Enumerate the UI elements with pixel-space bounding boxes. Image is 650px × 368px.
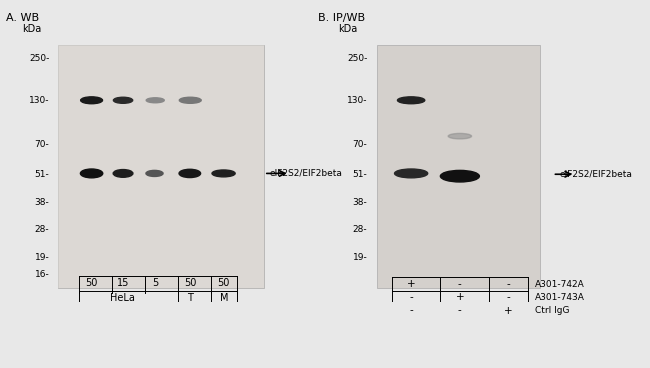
Text: -: - (458, 279, 462, 289)
Ellipse shape (397, 97, 425, 104)
Text: 28-: 28- (352, 226, 367, 234)
Text: 5: 5 (152, 278, 159, 288)
Bar (58, 45, 264, 288)
Text: -: - (458, 305, 462, 316)
Text: T: T (187, 293, 193, 304)
Text: 15: 15 (117, 278, 129, 288)
Text: A301-743A: A301-743A (534, 293, 584, 302)
Text: eIF2S2/EIF2beta: eIF2S2/EIF2beta (270, 169, 343, 178)
Text: 28-: 28- (35, 226, 49, 234)
Text: B. IP/WB: B. IP/WB (318, 13, 365, 23)
Ellipse shape (395, 169, 428, 178)
Text: kDa: kDa (338, 24, 358, 34)
Ellipse shape (146, 170, 163, 177)
Ellipse shape (113, 97, 133, 103)
Text: +: + (456, 292, 464, 302)
Text: 38-: 38- (352, 198, 367, 207)
Text: 130-: 130- (29, 96, 49, 105)
Ellipse shape (146, 98, 164, 103)
Text: Ctrl IgG: Ctrl IgG (534, 306, 569, 315)
Text: 50: 50 (218, 278, 230, 288)
Text: 38-: 38- (34, 198, 49, 207)
Ellipse shape (113, 170, 133, 177)
Ellipse shape (179, 169, 201, 178)
Text: 51-: 51- (34, 170, 49, 179)
Ellipse shape (81, 169, 103, 178)
Text: kDa: kDa (23, 24, 42, 34)
Text: 16-: 16- (34, 270, 49, 279)
Text: 70-: 70- (34, 140, 49, 149)
Text: +: + (407, 279, 415, 289)
Text: A301-742A: A301-742A (534, 280, 584, 289)
Ellipse shape (212, 170, 235, 177)
Bar (377, 45, 540, 288)
Text: -: - (410, 305, 413, 316)
Text: 19-: 19- (352, 253, 367, 262)
Text: HeLa: HeLa (110, 293, 135, 304)
Text: eIF2S2/EIF2beta: eIF2S2/EIF2beta (559, 170, 632, 179)
Text: 70-: 70- (352, 140, 367, 149)
Text: -: - (507, 292, 510, 302)
Text: 51-: 51- (352, 170, 367, 179)
Text: 250-: 250- (347, 54, 367, 63)
Text: 250-: 250- (29, 54, 49, 63)
Bar (58, 45, 264, 288)
Text: 50: 50 (85, 278, 98, 288)
Text: A. WB: A. WB (6, 13, 40, 23)
Ellipse shape (441, 170, 480, 182)
Ellipse shape (448, 134, 472, 139)
Text: 19-: 19- (34, 253, 49, 262)
Text: -: - (507, 279, 510, 289)
Ellipse shape (179, 97, 202, 103)
Text: M: M (220, 293, 228, 304)
Ellipse shape (81, 97, 103, 104)
Text: 50: 50 (184, 278, 196, 288)
Text: -: - (410, 292, 413, 302)
Text: 130-: 130- (346, 96, 367, 105)
Text: +: + (504, 305, 513, 316)
